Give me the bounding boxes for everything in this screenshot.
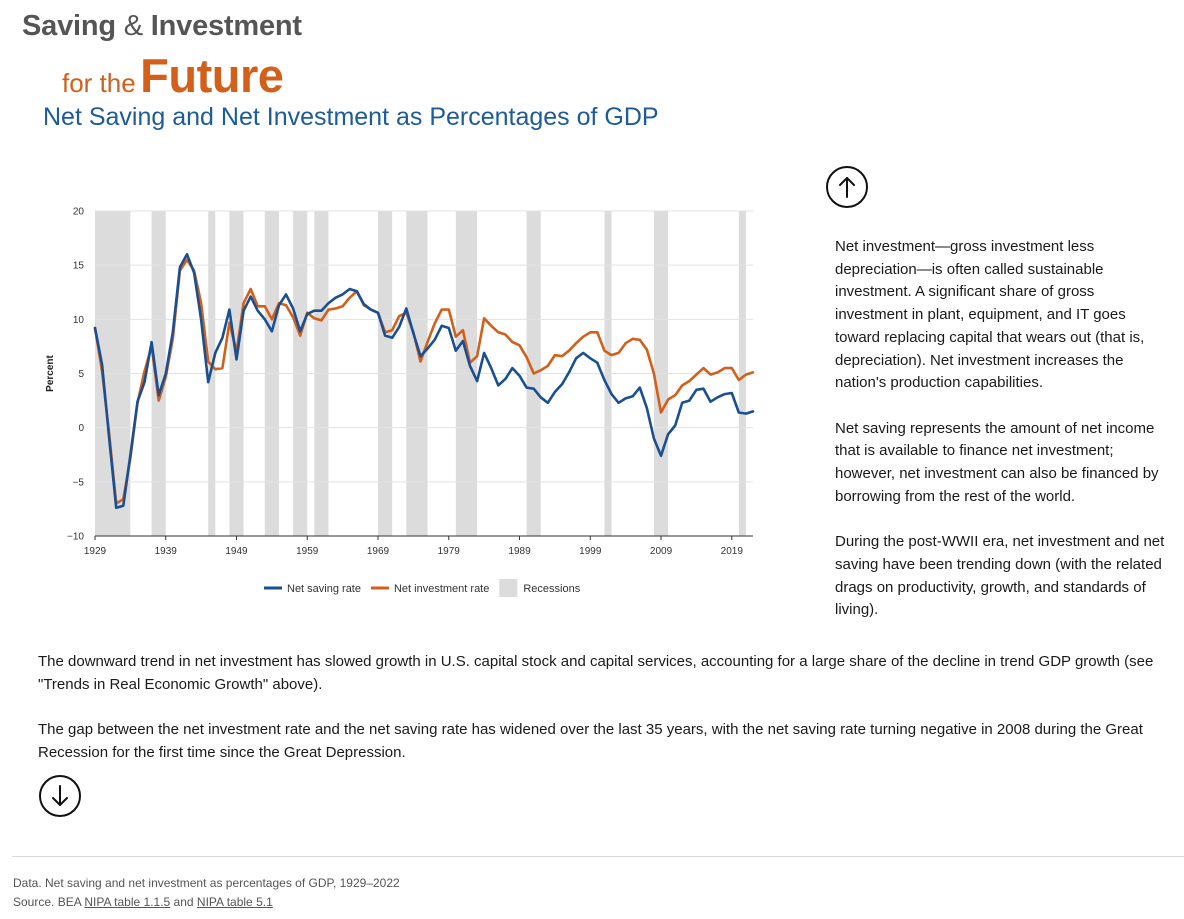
y-tick-label: −5 xyxy=(73,477,85,488)
x-tick-label: 1979 xyxy=(438,546,461,557)
page-subtitle: Net Saving and Net Investment as Percent… xyxy=(43,103,659,131)
y-tick-label: 20 xyxy=(73,207,85,218)
nipa-table-5-1-link[interactable]: NIPA table 5.1 xyxy=(196,895,273,909)
footer-data-note: Data. Net saving and net investment as p… xyxy=(13,876,400,890)
brand-ampersand: & xyxy=(123,10,143,42)
y-axis-label: Percent xyxy=(45,354,56,391)
brand-title: Saving & Investment xyxy=(22,10,302,43)
brand-for-the: for the xyxy=(62,68,136,98)
footer-and: and xyxy=(170,895,197,909)
x-tick-label: 2019 xyxy=(721,546,744,557)
brand-saving: Saving xyxy=(22,10,116,42)
scroll-down-button[interactable] xyxy=(39,775,81,817)
brand-investment: Investment xyxy=(150,10,302,42)
legend-net-investment-label: Net investment rate xyxy=(394,583,489,595)
x-tick-label: 2009 xyxy=(650,546,673,557)
legend-recessions-swatch xyxy=(499,579,518,597)
y-tick-label: 5 xyxy=(78,369,84,380)
net-saving-line xyxy=(93,252,755,510)
body-description: The downward trend in net investment has… xyxy=(38,651,1168,787)
footer-source: Source. BEA NIPA table 1.1.5 and NIPA ta… xyxy=(13,893,400,912)
chart-container: 20 15 10 5 0 −5 −10 1929 1939 1949 1959 1969 1979 198… xyxy=(40,200,770,610)
side-paragraph-1: Net investment—gross investment less dep… xyxy=(835,238,1145,392)
footer-source-prefix: Source. BEA xyxy=(13,895,85,909)
legend-recessions-label: Recessions xyxy=(523,583,580,595)
x-tick-label: 1989 xyxy=(508,546,531,557)
nipa-table-1-1-5-link[interactable]: NIPA table 1.1.5 xyxy=(84,895,171,909)
x-tick-label: 1959 xyxy=(296,546,319,557)
body-paragraph-1: The downward trend in net investment has… xyxy=(38,653,1154,693)
x-tick-label: 1929 xyxy=(84,546,107,557)
side-paragraph-2: Net saving represents the amount of net … xyxy=(835,419,1159,505)
footer-divider xyxy=(12,856,1184,857)
y-tick-label: −10 xyxy=(67,532,84,543)
brand-tagline: for the Future xyxy=(62,48,284,103)
arrow-up-icon xyxy=(839,177,855,198)
x-tick-label: 1949 xyxy=(225,546,248,557)
footer: Data. Net saving and net investment as p… xyxy=(13,874,400,912)
brand-logo: Saving & Investment for the Future xyxy=(22,10,302,102)
x-tick-label: 1939 xyxy=(155,546,178,557)
y-tick-label: 0 xyxy=(78,423,84,434)
y-tick-label: 10 xyxy=(73,315,85,326)
scroll-up-button[interactable] xyxy=(826,166,868,208)
side-paragraph-3: During the post-WWII era, net investment… xyxy=(835,533,1165,619)
y-tick-label: 15 xyxy=(73,261,85,272)
arrow-down-icon xyxy=(52,785,68,806)
legend-net-saving-label: Net saving rate xyxy=(287,583,361,595)
x-tick-label: 1999 xyxy=(579,546,602,557)
x-tick-label: 1969 xyxy=(367,546,390,557)
side-description: Net investment—gross investment less dep… xyxy=(835,236,1170,645)
brand-future: Future xyxy=(140,49,284,102)
body-paragraph-2: The gap between the net investment rate … xyxy=(38,721,1143,761)
